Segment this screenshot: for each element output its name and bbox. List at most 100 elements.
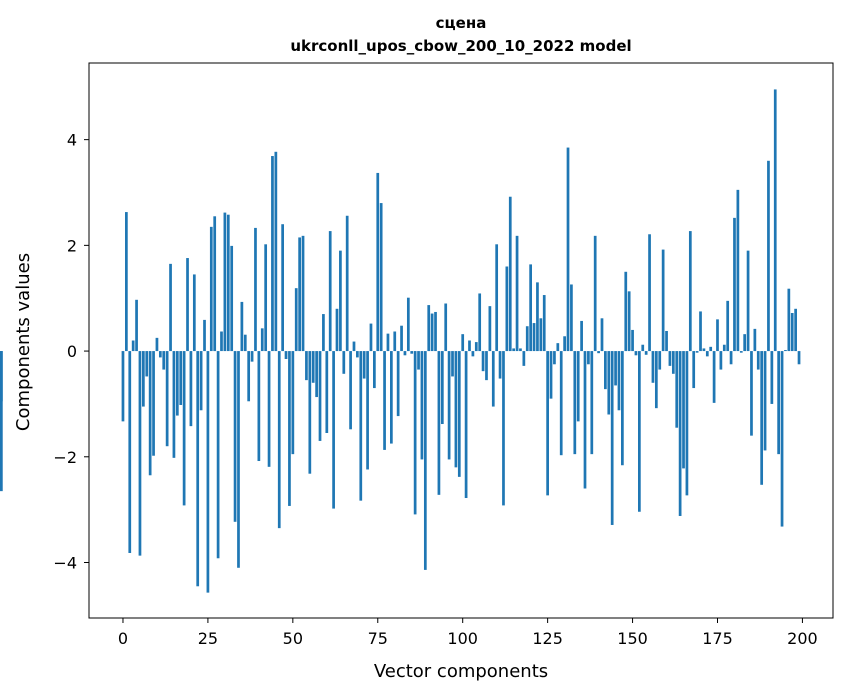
- bar: [311, 351, 315, 383]
- bar: [607, 351, 611, 415]
- bar: [396, 351, 400, 417]
- bar: [230, 245, 234, 352]
- bar: [794, 308, 797, 352]
- bar: [339, 250, 342, 352]
- bar: [305, 351, 308, 381]
- bar: [335, 308, 339, 352]
- bar: [634, 351, 638, 356]
- bar: [308, 351, 312, 474]
- bar: [158, 351, 162, 358]
- bar: [726, 300, 730, 352]
- bar: [743, 334, 747, 352]
- bar: [604, 351, 607, 390]
- bar: [386, 333, 390, 352]
- bar: [182, 351, 186, 506]
- bar: [281, 224, 284, 352]
- bar: [559, 351, 563, 456]
- bar: [580, 320, 583, 352]
- bar: [203, 319, 206, 352]
- bar: [610, 351, 614, 525]
- bar: [699, 311, 702, 352]
- x-tick-label: 200: [787, 629, 818, 648]
- bar: [237, 351, 240, 568]
- bar: [390, 351, 393, 444]
- bar: [556, 343, 560, 352]
- bar: [780, 351, 784, 527]
- bar: [736, 189, 740, 352]
- bar: [152, 351, 155, 456]
- bar: [498, 351, 502, 379]
- bar: [682, 351, 685, 469]
- bar: [192, 274, 196, 352]
- bar: [271, 156, 274, 352]
- bar: [223, 212, 227, 352]
- bar: [644, 351, 648, 355]
- bar: [648, 234, 651, 352]
- bar: [471, 351, 475, 357]
- bar: [393, 331, 397, 352]
- bar: [546, 351, 549, 496]
- bar: [665, 330, 668, 352]
- bar: [519, 348, 522, 352]
- bar: [135, 299, 138, 352]
- bar: [522, 351, 526, 366]
- bar: [495, 244, 499, 352]
- bar: [440, 351, 444, 425]
- y-tick-label: 2: [67, 236, 77, 255]
- bar: [739, 351, 743, 353]
- bar: [196, 351, 200, 587]
- bar: [186, 258, 189, 352]
- bar: [155, 337, 159, 352]
- bar: [291, 351, 295, 455]
- bar: [790, 313, 794, 352]
- bar: [784, 350, 787, 352]
- bar: [787, 288, 791, 352]
- bar: [502, 351, 505, 506]
- bar: [542, 295, 546, 352]
- bar: [138, 351, 142, 556]
- bar: [658, 351, 662, 370]
- bar: [145, 351, 149, 377]
- bar: [175, 351, 179, 416]
- bar: [410, 351, 414, 354]
- bar: [570, 284, 573, 352]
- bar: [474, 342, 478, 352]
- bar: [233, 351, 237, 522]
- x-tick-label: 100: [447, 629, 478, 648]
- bar: [773, 89, 777, 352]
- bar: [587, 351, 590, 365]
- bar: [624, 271, 628, 352]
- bar: [349, 351, 352, 430]
- bar: [512, 348, 516, 352]
- bar: [199, 351, 203, 411]
- bar: [383, 351, 386, 450]
- bar: [770, 351, 774, 404]
- bar: [264, 244, 268, 352]
- bar: [716, 319, 719, 352]
- bar: [437, 351, 441, 495]
- bar: [536, 282, 539, 352]
- x-tick-label: 150: [617, 629, 648, 648]
- plot-frame: [88, 62, 834, 619]
- x-axis-label: Vector components: [374, 661, 548, 682]
- bar: [332, 351, 335, 509]
- bar: [763, 351, 767, 451]
- bar: [566, 147, 570, 352]
- bar: [413, 351, 417, 515]
- bar: [369, 323, 373, 352]
- axes-group: 0 25 50 75 100 125 150 175 200 −4 −2 0 2 4: [53, 62, 834, 648]
- bar: [131, 340, 135, 352]
- bar: [478, 293, 482, 352]
- bar: [0, 351, 3, 492]
- bar: [142, 351, 145, 407]
- bar: [352, 341, 356, 352]
- chart-title: сцена: [436, 14, 487, 32]
- bar: [243, 334, 247, 352]
- bar: [709, 346, 713, 352]
- x-tick-label: 25: [198, 629, 218, 648]
- bar: [488, 306, 492, 352]
- bar: [532, 323, 536, 352]
- x-tick-label: 125: [532, 629, 563, 648]
